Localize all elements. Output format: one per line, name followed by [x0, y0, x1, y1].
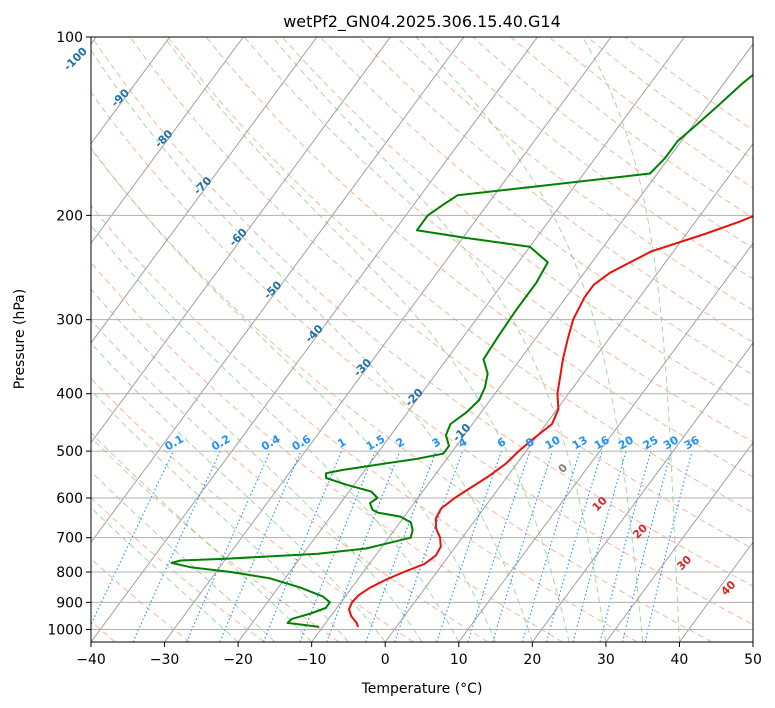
isotherm	[605, 441, 753, 642]
moist-adiabat	[91, 288, 423, 642]
isotherm	[91, 37, 538, 642]
dry-adiabat	[91, 91, 753, 626]
moist-adiabat	[415, 37, 644, 642]
mixing-ratio-line	[599, 450, 652, 642]
x-axis: −40 −30 −20 −10 0 10 20 30 40 50	[76, 642, 762, 668]
y-tick-label: 200	[56, 208, 83, 224]
y-tick-label: 500	[56, 444, 83, 460]
isotherm	[752, 641, 753, 642]
mixing-ratio-line	[622, 450, 672, 642]
y-tick-label: 700	[56, 531, 83, 547]
y-tick-label: 600	[56, 491, 83, 507]
dewpoint-line	[170, 73, 753, 628]
mixing-ratio-line	[644, 450, 693, 642]
isotherm	[164, 37, 612, 642]
mixing-ratio-line	[436, 450, 503, 642]
moist-adiabat	[271, 37, 607, 642]
y-tick-label: 800	[56, 565, 83, 581]
mixing-ratio-line	[299, 450, 376, 642]
mixing-ratio-line	[219, 450, 302, 642]
x-tick-label: −40	[76, 652, 106, 668]
background-lines	[91, 37, 753, 642]
isotherm	[91, 37, 391, 444]
isotherm	[91, 37, 318, 344]
x-tick-label: 10	[450, 652, 468, 668]
isotherm	[91, 37, 465, 544]
mixing-ratio-line	[467, 450, 531, 642]
isotherm	[384, 142, 753, 642]
mixing-ratio-line	[186, 450, 271, 642]
mixing-ratio-line	[394, 450, 464, 642]
x-tick-label: −20	[223, 652, 253, 668]
moist-adiabat	[91, 470, 276, 642]
mixing-ratio-line	[262, 450, 343, 642]
isotherm	[458, 242, 753, 642]
dry-adiabat	[320, 37, 753, 376]
moist-adiabat	[582, 37, 680, 642]
isotherm-label: -100	[61, 44, 90, 73]
mixing-ratio-line	[546, 450, 603, 642]
dry-adiabat	[91, 148, 713, 642]
mixing-ratio-line	[521, 450, 581, 642]
dry-adiabat	[91, 37, 753, 587]
mixing-ratio-line	[492, 450, 554, 642]
dry-adiabat	[167, 37, 753, 514]
mixing-ratio-line	[572, 450, 627, 642]
y-tick-label: 100	[56, 30, 83, 46]
isotherm	[311, 43, 753, 642]
isotherm	[91, 37, 244, 245]
x-tick-label: 20	[523, 652, 541, 668]
moist-adiabat	[91, 506, 239, 642]
x-tick-label: −10	[297, 652, 327, 668]
pressure-grid	[91, 37, 753, 630]
y-tick-label: 1000	[47, 622, 83, 638]
moist-adiabat	[163, 37, 570, 642]
y-tick-label: 900	[56, 595, 83, 611]
plot-background	[91, 37, 753, 642]
x-axis-label: Temperature (°C)	[361, 681, 483, 697]
x-tick-label: 50	[744, 652, 762, 668]
dry-adiabat	[396, 37, 753, 311]
mixing-ratio-line	[365, 450, 437, 642]
isotherm	[91, 37, 171, 145]
y-tick-label: 300	[56, 313, 83, 329]
moist-adiabat	[91, 49, 533, 642]
profiles	[170, 73, 753, 628]
x-tick-label: −30	[150, 652, 180, 668]
isotherm	[531, 342, 753, 642]
dry-adiabat	[91, 261, 563, 642]
moist-adiabat	[91, 431, 313, 642]
dry-adiabat	[91, 377, 414, 642]
temperature-line	[348, 215, 753, 628]
mixing-ratio-line	[326, 450, 401, 642]
x-tick-label: 30	[597, 652, 615, 668]
x-tick-label: 40	[671, 652, 689, 668]
y-axis: 1000 900 800 700 600 500 400 300 200 100	[47, 30, 91, 638]
y-axis-label: Pressure (hPa)	[12, 289, 28, 389]
dry-adiabat	[91, 204, 638, 642]
x-tick-label: 0	[381, 652, 390, 668]
y-tick-label: 400	[56, 387, 83, 403]
moist-adiabat	[91, 147, 497, 642]
chart-title: wetPf2_GN04.2025.306.15.40.G14	[283, 12, 561, 32]
plot-frame	[90, 36, 754, 643]
isotherm	[237, 37, 686, 642]
moist-adiabat	[91, 342, 386, 642]
